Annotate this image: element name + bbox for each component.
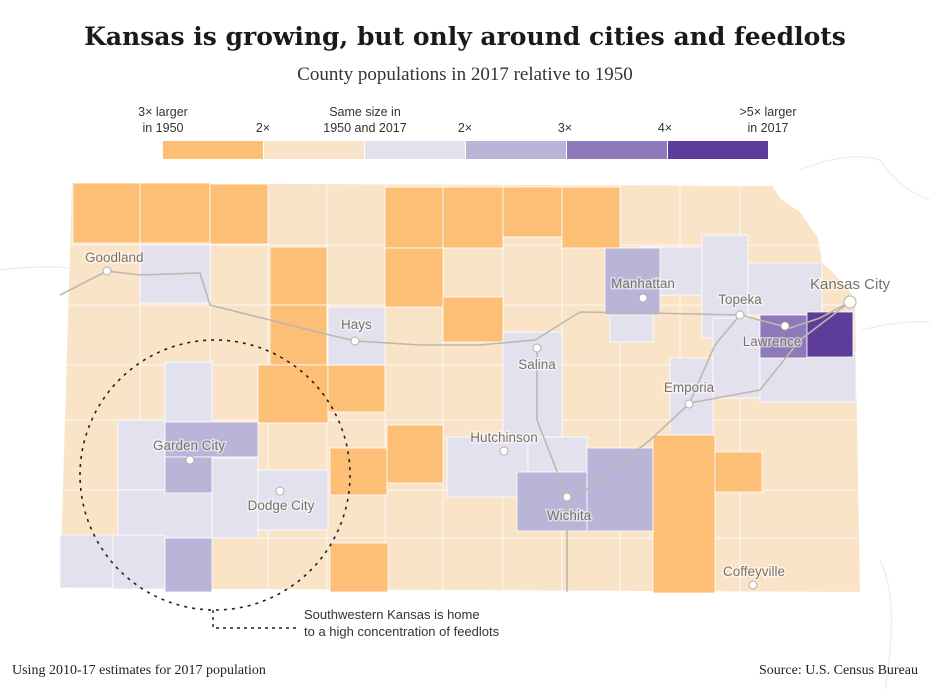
county (384, 247, 444, 308)
city-marker (748, 580, 758, 590)
legend-label: Same size in 1950 and 2017 (323, 105, 407, 135)
map-subtitle: County populations in 2017 relative to 1… (297, 64, 633, 85)
county (257, 469, 329, 531)
county (386, 424, 444, 484)
city-marker (735, 310, 745, 320)
city-label: Hutchinson (470, 430, 538, 445)
city-label: Wichita (547, 508, 592, 523)
county (502, 331, 563, 438)
city-marker (843, 295, 857, 309)
county (502, 186, 563, 238)
legend-label: 3× larger in 1950 (138, 105, 188, 135)
city-marker (638, 293, 648, 303)
city-marker (684, 399, 694, 409)
city-marker (102, 266, 112, 276)
legend-label: 4× (657, 121, 673, 135)
county (604, 247, 661, 316)
county (117, 419, 166, 491)
city-marker (532, 343, 542, 353)
county (442, 296, 504, 343)
county (712, 317, 761, 399)
county (72, 182, 141, 244)
county (806, 311, 854, 358)
city-label: Emporia (664, 380, 715, 395)
city-label: Hays (341, 317, 372, 332)
county (327, 364, 386, 413)
legend-swatch (668, 141, 768, 159)
city-label: Goodland (85, 250, 144, 265)
county (561, 186, 621, 249)
county (652, 434, 716, 594)
county (269, 304, 328, 366)
city-label: Kansas City (810, 276, 891, 293)
county (164, 421, 259, 458)
county (586, 447, 654, 532)
county (209, 183, 269, 245)
city-marker (185, 455, 195, 465)
county (211, 457, 259, 539)
city-label: Dodge City (248, 498, 315, 513)
legend-label: 3× (557, 121, 573, 135)
county (164, 361, 213, 423)
county (269, 246, 328, 306)
county (117, 489, 213, 539)
city-label: Manhattan (611, 276, 675, 291)
city-marker (780, 321, 790, 331)
feedlot-annotation: Southwestern Kansas is home to a high co… (304, 607, 500, 639)
county (384, 186, 444, 249)
county (257, 364, 329, 424)
city-label: Topeka (718, 292, 762, 307)
county (329, 542, 389, 593)
legend-swatch (466, 141, 566, 159)
footer-source: Source: U.S. Census Bureau (758, 663, 918, 678)
legend-swatch (264, 141, 364, 159)
city-label: Lawrence (743, 334, 802, 349)
map-title: Kansas is growing, but only around citie… (84, 22, 846, 51)
city-marker (499, 446, 509, 456)
county (442, 186, 504, 249)
county (714, 451, 763, 493)
city-marker (275, 486, 285, 496)
legend-color-scale (163, 141, 769, 159)
legend-swatch (365, 141, 465, 159)
feedlot-region-circle (79, 339, 351, 611)
legend-label: 2× (255, 121, 271, 135)
county (446, 436, 529, 498)
county (527, 436, 588, 473)
county (759, 352, 857, 403)
county (59, 534, 114, 589)
legend-label: >5× larger in 2017 (739, 105, 797, 135)
county (747, 262, 823, 316)
city-label: Garden City (153, 438, 225, 453)
legend-swatch (567, 141, 667, 159)
city-marker (350, 336, 360, 346)
county (329, 447, 388, 496)
legend-label: 2× (457, 121, 473, 135)
county (139, 182, 211, 244)
city-marker (562, 492, 572, 502)
city-label: Salina (518, 357, 556, 372)
county (164, 537, 213, 593)
annotation-leader (212, 610, 298, 629)
footer-note: Using 2010-17 estimates for 2017 populat… (12, 663, 266, 678)
city-label: Coffeyville (723, 564, 785, 579)
legend-swatch (163, 141, 263, 159)
county (112, 534, 166, 590)
